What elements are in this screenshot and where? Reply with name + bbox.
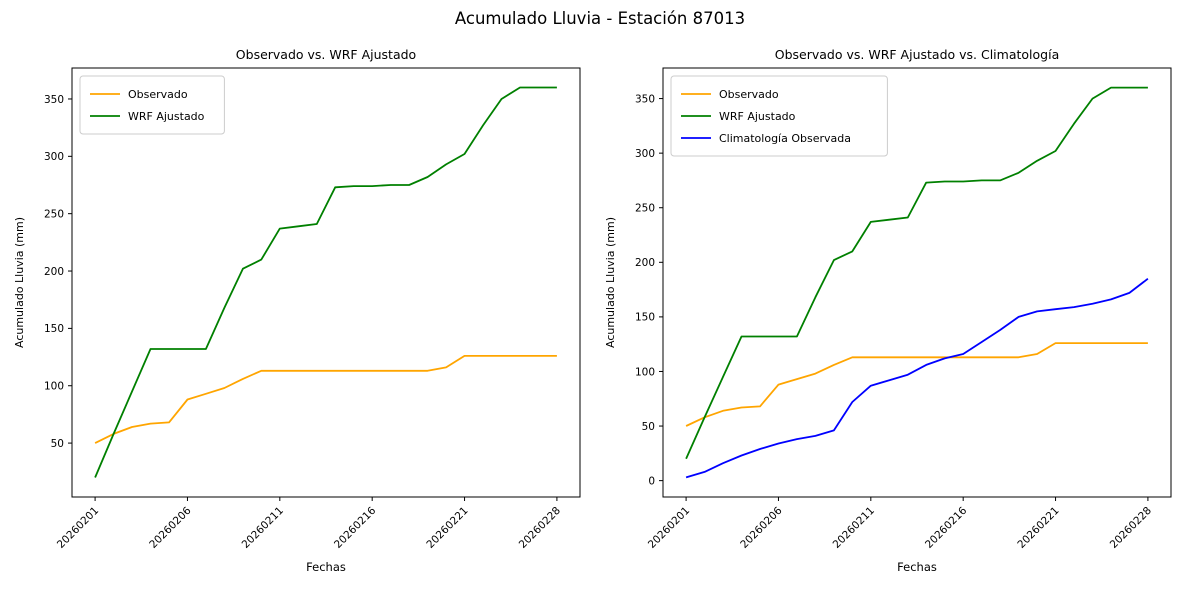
- series-line-wrf-ajustado: [94, 86, 557, 478]
- plot-frame: [662, 67, 1172, 498]
- y-tick-label: 150: [635, 312, 655, 324]
- series-line-observado: [685, 342, 1148, 427]
- y-tick-label: 100: [44, 381, 64, 393]
- x-tick-label: 20260206: [147, 504, 194, 551]
- x-axis-label: Fechas: [306, 560, 346, 574]
- legend-label-wrf-ajustado: WRF Ajustado: [128, 110, 205, 123]
- legend-label-climatologia-observada: Climatología Observada: [719, 132, 851, 145]
- x-tick-label: 20260221: [1015, 505, 1061, 551]
- subplot-2: 0 50 100 150 200 250 300 350 20260201 20260206 202…: [604, 47, 1172, 574]
- y-tick-label: 0: [648, 475, 655, 487]
- y-tick-label: 50: [642, 421, 655, 433]
- x-tick-label: 20260228: [1108, 505, 1154, 551]
- legend-box: [79, 75, 225, 135]
- y-axis-label: Acumulado Lluvia (mm): [13, 217, 26, 348]
- y-tick-label: 200: [44, 266, 64, 278]
- x-tick-label: 20260216: [923, 504, 970, 551]
- y-tick-label: 350: [44, 94, 64, 106]
- x-tick-label: 20260221: [424, 505, 470, 551]
- x-axis-label: Fechas: [897, 560, 937, 574]
- y-tick-label: 150: [44, 323, 64, 335]
- y-axis-label: Acumulado Lluvia (mm): [604, 217, 617, 348]
- x-tick-label: 20260211: [240, 505, 286, 551]
- subplot-title: Observado vs. WRF Ajustado vs. Climatolo…: [775, 47, 1059, 62]
- x-tick-label: 20260201: [55, 505, 101, 551]
- x-tick-label: 20260216: [332, 504, 379, 551]
- plot-frame: [71, 67, 581, 498]
- figure-title: Acumulado Lluvia - Estación 87013: [454, 9, 746, 28]
- legend-box: [670, 75, 888, 157]
- subplot-title: Observado vs. WRF Ajustado: [236, 47, 416, 62]
- y-tick-label: 300: [44, 151, 64, 163]
- legend-label-observado: Observado: [719, 88, 779, 101]
- x-tick-label: 20260228: [517, 505, 563, 551]
- legend: Observado WRF Ajustado: [79, 75, 225, 135]
- y-tick-label: 250: [635, 203, 655, 215]
- legend-label-wrf-ajustado: WRF Ajustado: [719, 110, 796, 123]
- legend-label-observado: Observado: [128, 88, 188, 101]
- series-line-wrf-ajustado: [685, 86, 1148, 460]
- x-tick-label: 20260211: [831, 505, 877, 551]
- x-tick-label: 20260206: [738, 504, 785, 551]
- subplot-1: 50 100 150 200 250 300 350 20260201 20260206 2026…: [13, 47, 581, 574]
- y-tick-label: 50: [51, 438, 64, 450]
- x-tick-label: 20260201: [646, 505, 692, 551]
- y-tick-label: 250: [44, 208, 64, 220]
- y-tick-label: 350: [635, 93, 655, 105]
- y-tick-label: 200: [635, 257, 655, 269]
- y-tick-label: 100: [635, 366, 655, 378]
- series-line-observado: [94, 354, 557, 444]
- legend: Observado WRF Ajustado Climatología Observ…: [670, 75, 888, 157]
- y-tick-label: 300: [635, 148, 655, 160]
- series-line-climatologia-observada: [685, 277, 1149, 479]
